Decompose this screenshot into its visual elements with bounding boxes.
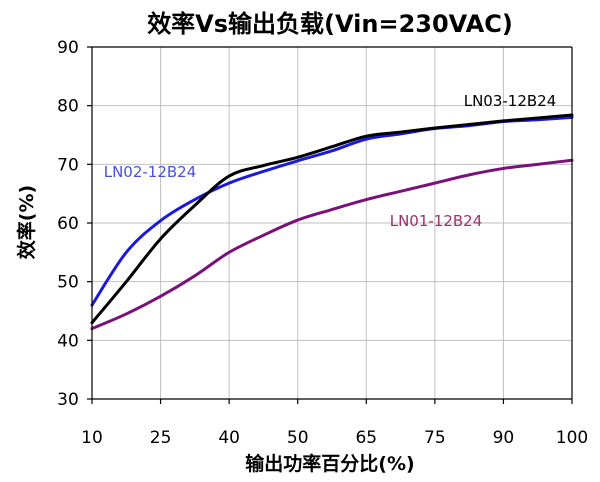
chart-title: 效率Vs输出负载(Vin=230VAC) [147, 10, 513, 38]
y-tick-label: 30 [57, 390, 79, 410]
x-tick-label: 40 [218, 428, 240, 448]
x-tick-label: 65 [355, 428, 377, 448]
series-label-ln02-12b24: LN02-12B24 [104, 163, 197, 181]
series-label-ln03-12b24: LN03-12B24 [464, 92, 557, 110]
x-tick-label: 50 [287, 428, 309, 448]
series-line-ln01-12b24 [90, 158, 574, 331]
series-labels: LN03-12B24 LN02-12B24 LN01-12B24 [104, 92, 557, 230]
series-lines [90, 113, 574, 331]
series-line-ln03-12b24 [90, 113, 574, 325]
axes [87, 46, 573, 404]
y-tick-label: 70 [57, 155, 79, 175]
y-axis-label: 效率(%) [15, 185, 38, 259]
x-tick-label: 10 [81, 428, 103, 448]
x-tick-label: 75 [424, 428, 446, 448]
x-tick-label: 25 [150, 428, 172, 448]
y-tick-label: 80 [57, 97, 79, 117]
x-axis-label: 输出功率百分比(%) [245, 452, 414, 475]
x-tick-label: 90 [493, 428, 515, 448]
y-tick-label: 40 [57, 331, 79, 351]
x-tick-label: 100 [556, 428, 588, 448]
grid [92, 47, 572, 399]
y-tick-labels: 30 40 50 60 70 80 90 [57, 38, 79, 410]
series-label-ln01-12b24: LN01-12B24 [390, 212, 483, 230]
y-tick-label: 60 [57, 214, 79, 234]
x-tick-labels: 10 25 40 50 65 75 90 100 [81, 428, 588, 448]
y-tick-label: 50 [57, 273, 79, 293]
y-tick-label: 90 [57, 38, 79, 58]
